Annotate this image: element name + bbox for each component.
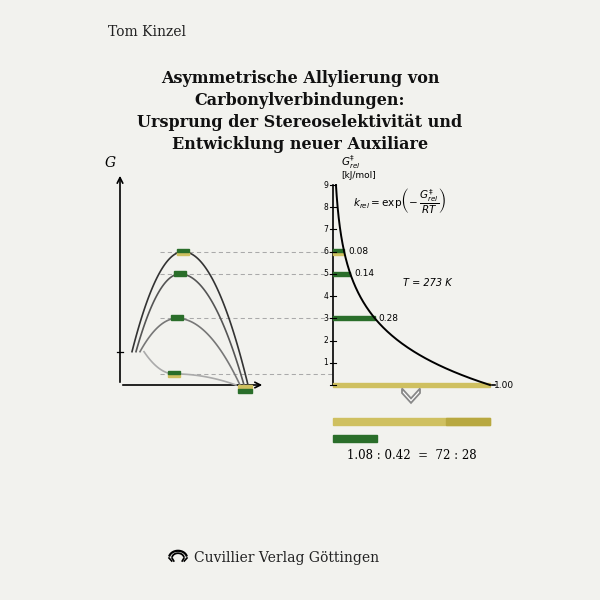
Bar bbox=[446, 418, 490, 425]
Text: 1.08 : 0.42  =  72 : 28: 1.08 : 0.42 = 72 : 28 bbox=[347, 449, 476, 462]
Text: 0.08: 0.08 bbox=[348, 247, 368, 256]
Text: 1.00: 1.00 bbox=[494, 380, 514, 389]
Bar bbox=[174, 271, 186, 276]
Text: 7: 7 bbox=[323, 225, 328, 234]
Text: 3: 3 bbox=[323, 314, 328, 323]
Text: [kJ/mol]: [kJ/mol] bbox=[341, 171, 376, 180]
Text: G: G bbox=[104, 156, 116, 170]
Bar bbox=[333, 272, 350, 276]
Text: 9: 9 bbox=[323, 181, 328, 190]
Bar bbox=[168, 371, 180, 374]
Bar bbox=[333, 316, 375, 320]
Text: 0.14: 0.14 bbox=[355, 269, 374, 278]
Bar bbox=[333, 383, 490, 387]
Text: Entwicklung neuer Auxiliare: Entwicklung neuer Auxiliare bbox=[172, 136, 428, 153]
Bar bbox=[238, 389, 252, 393]
Text: 5: 5 bbox=[323, 269, 328, 278]
Text: Asymmetrische Allylierung von: Asymmetrische Allylierung von bbox=[161, 70, 439, 87]
Text: Cuvillier Verlag Göttingen: Cuvillier Verlag Göttingen bbox=[194, 551, 379, 565]
Bar bbox=[177, 251, 189, 254]
Text: 0.28: 0.28 bbox=[379, 314, 399, 323]
Text: Carbonylverbindungen:: Carbonylverbindungen: bbox=[195, 92, 405, 109]
Bar bbox=[171, 316, 183, 320]
Bar bbox=[333, 248, 344, 251]
Text: 2: 2 bbox=[323, 336, 328, 345]
Text: Ursprung der Stereoselektivität und: Ursprung der Stereoselektivität und bbox=[137, 114, 463, 131]
Text: 1: 1 bbox=[323, 358, 328, 367]
Polygon shape bbox=[402, 389, 420, 403]
Bar bbox=[168, 374, 180, 377]
Bar bbox=[333, 435, 377, 442]
Bar bbox=[177, 248, 189, 251]
Text: 6: 6 bbox=[323, 247, 328, 256]
Bar bbox=[333, 251, 344, 254]
Text: 4: 4 bbox=[323, 292, 328, 301]
Text: $k_{rel}=\exp\!\left(\!-\dfrac{G^{\ddagger}_{rel}}{RT}\right)$: $k_{rel}=\exp\!\left(\!-\dfrac{G^{\ddagg… bbox=[353, 186, 446, 215]
Text: $G^{\ddagger}_{rel}$: $G^{\ddagger}_{rel}$ bbox=[341, 154, 361, 171]
Text: T = 273 K: T = 273 K bbox=[403, 278, 452, 288]
Bar bbox=[238, 385, 252, 389]
Text: Tom Kinzel: Tom Kinzel bbox=[108, 25, 186, 39]
Text: 8: 8 bbox=[323, 203, 328, 212]
Bar bbox=[333, 418, 490, 425]
